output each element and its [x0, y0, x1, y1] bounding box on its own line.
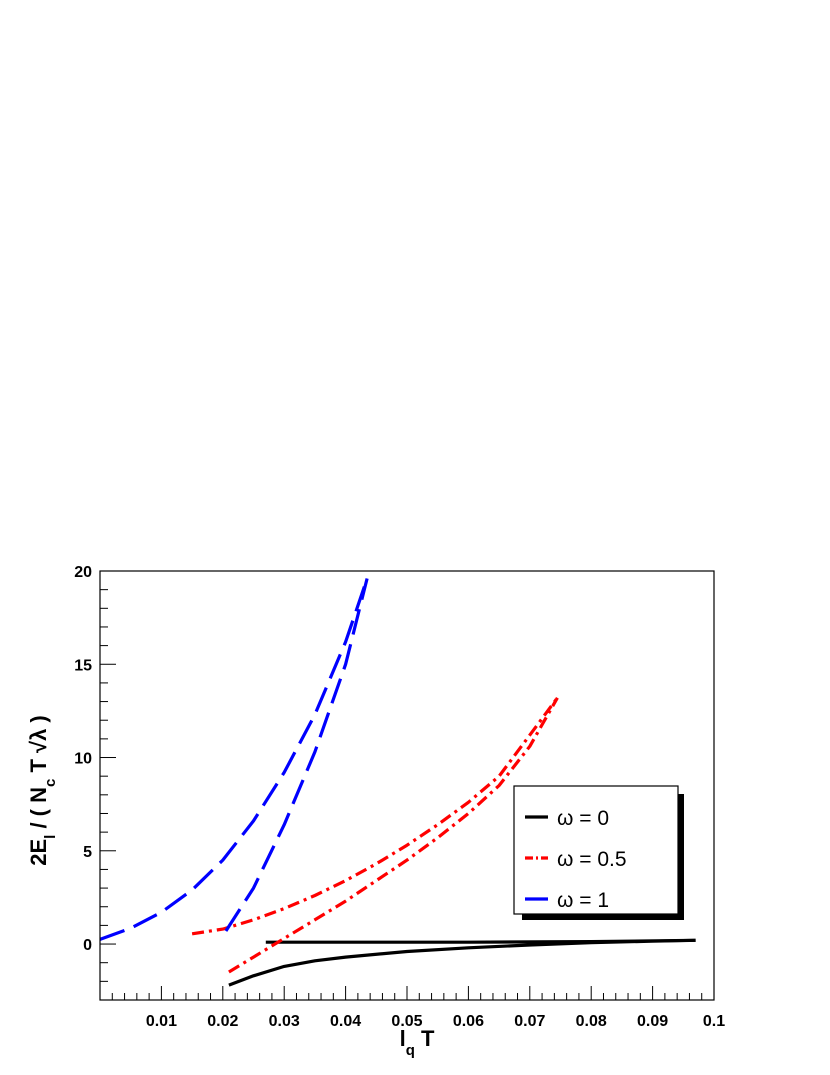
legend-items: ω = 0 ω = 0.5 ω = 1	[525, 807, 627, 912]
tick-labels: 0.01 0.02 0.03 0.04 0.05 0.06 0.07 0.08 0.09 0.1 0…	[74, 564, 725, 1030]
x-tick-label: 0.02	[207, 1013, 238, 1030]
y-tick-label: 0	[83, 937, 92, 954]
y-tick-label: 10	[74, 751, 92, 768]
x-axis-title: lq T	[400, 1026, 435, 1059]
legend-label-0: ω = 0	[557, 807, 609, 830]
y-tick-label: 5	[83, 844, 92, 861]
series-layer	[99, 577, 696, 987]
ticks-layer	[100, 570, 715, 1001]
y-axis-title: 2El / ( Nc T √λ )	[26, 715, 59, 866]
series-2-branch-0	[99, 577, 369, 941]
legend-label-1: ω = 0.5	[557, 848, 627, 871]
y-tick-label: 15	[74, 657, 92, 674]
x-tick-label: 0.03	[269, 1013, 300, 1030]
series-1-branch-1	[228, 697, 559, 974]
legend-label-2: ω = 1	[557, 889, 609, 912]
x-tick-label: 0.04	[330, 1013, 361, 1030]
series-2-branch-1	[224, 578, 369, 932]
y-tick-label: 20	[74, 564, 92, 581]
legend: ω = 0 ω = 0.5 ω = 1	[513, 785, 684, 920]
x-tick-label: 0.1	[703, 1013, 725, 1030]
x-tick-label: 0.08	[576, 1013, 607, 1030]
x-tick-label: 0.06	[453, 1013, 484, 1030]
series-0-branch-1	[228, 938, 696, 987]
x-tick-label: 0.09	[637, 1013, 668, 1030]
x-tick-label: 0.05	[391, 1013, 422, 1030]
x-tick-label: 0.01	[146, 1013, 177, 1030]
legend-box	[513, 785, 679, 915]
x-tick-label: 0.07	[514, 1013, 545, 1030]
